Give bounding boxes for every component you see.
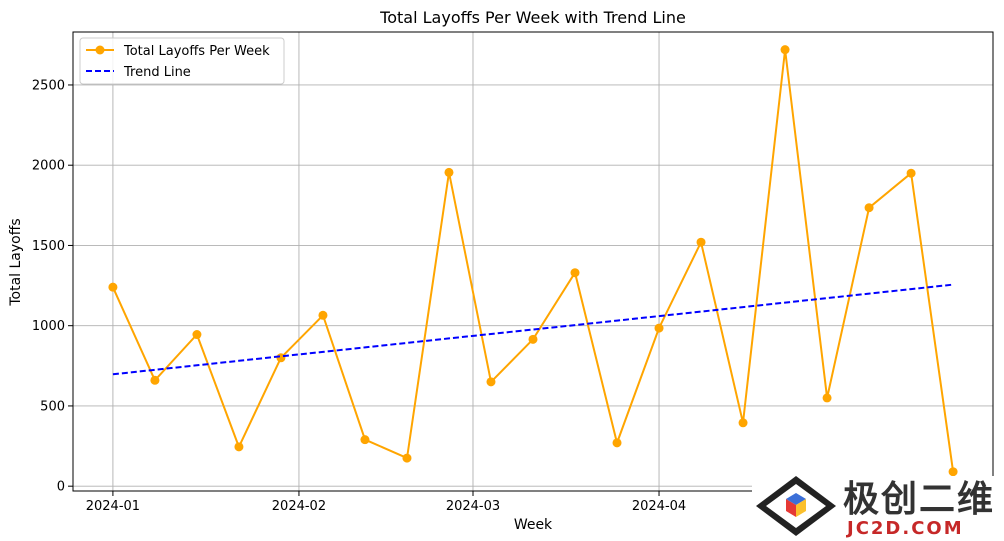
y-tick-label: 2500 [32, 78, 65, 93]
cube-icon [756, 476, 836, 536]
layoffs-data-point [528, 334, 538, 344]
layoffs-data-point [654, 323, 664, 333]
layoffs-data-point [276, 353, 286, 363]
legend-marker-layoffs [95, 45, 105, 55]
y-axis: 0 500 1000 1500 2000 2500 [32, 78, 73, 495]
layoffs-data-point [192, 330, 202, 340]
x-tick-label: 2024-01 [86, 499, 140, 514]
x-tick-label: 2024-03 [446, 499, 500, 514]
layoffs-data-point [948, 467, 958, 477]
layoffs-data-point [738, 418, 748, 428]
layoffs-data-point [486, 377, 496, 387]
layoffs-data-point [234, 442, 244, 452]
layoffs-series-line [111, 49, 955, 472]
x-axis-title: Week [514, 517, 553, 533]
layoffs-data-point [822, 393, 832, 403]
layoffs-data-point [612, 438, 622, 448]
chart-title: Total Layoffs Per Week with Trend Line [379, 8, 686, 27]
legend-label-trend: Trend Line [123, 65, 191, 80]
layoffs-data-point [444, 167, 454, 177]
y-tick-label: 2000 [32, 159, 65, 174]
layoffs-data-point [780, 45, 790, 55]
x-tick-label: 2024-04 [632, 499, 686, 514]
layoffs-data-point [906, 168, 916, 178]
watermark-subtitle: JC2D.COM [845, 518, 964, 539]
y-tick-label: 500 [40, 399, 65, 414]
grid [73, 32, 993, 491]
layoffs-data-point [696, 237, 706, 247]
watermark-logo: 极创二维 JC2D.COM [752, 476, 1004, 541]
layoffs-data-point [864, 203, 874, 213]
x-axis: 2024-01 2024-02 2024-03 2024-04 [86, 491, 686, 514]
y-tick-label: 1500 [32, 239, 65, 254]
y-tick-label: 1000 [32, 319, 65, 334]
legend-label-layoffs: Total Layoffs Per Week [123, 44, 270, 59]
layoffs-data-point [360, 435, 370, 445]
layoffs-data-point [108, 282, 118, 292]
layoffs-data-point [150, 375, 160, 385]
x-tick-label: 2024-02 [272, 499, 326, 514]
plot-frame [72, 31, 994, 492]
series-layer [108, 45, 958, 477]
y-axis-title: Total Layoffs [8, 218, 24, 306]
layoffs-data-point [318, 310, 328, 320]
legend-box [79, 37, 285, 85]
legend: Total Layoffs Per Week Trend Line [79, 37, 285, 85]
watermark-title: 极创二维 [843, 479, 995, 520]
trend-line [112, 283, 954, 376]
layoffs-data-point [570, 268, 580, 278]
layoffs-data-point [402, 453, 412, 463]
y-tick-label: 0 [57, 480, 65, 495]
